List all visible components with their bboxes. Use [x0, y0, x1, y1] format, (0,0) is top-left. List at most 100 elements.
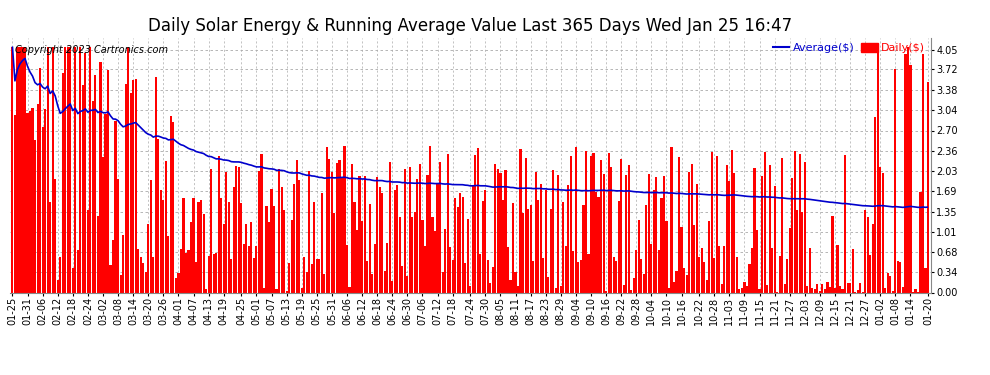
Bar	[804, 162, 806, 292]
Bar	[341, 177, 343, 292]
Bar	[572, 251, 574, 292]
Bar	[643, 274, 644, 292]
Bar	[570, 156, 572, 292]
Bar	[205, 290, 207, 292]
Bar	[241, 203, 243, 292]
Bar	[363, 176, 365, 292]
Bar	[701, 248, 703, 292]
Bar	[515, 272, 517, 292]
Bar	[308, 171, 310, 292]
Bar	[348, 287, 350, 292]
Bar	[42, 128, 44, 292]
Bar	[456, 207, 458, 292]
Bar	[344, 146, 346, 292]
Bar	[552, 170, 554, 292]
Bar	[140, 256, 142, 292]
Bar	[620, 159, 623, 292]
Bar	[197, 202, 200, 292]
Bar	[331, 172, 333, 292]
Bar	[120, 275, 122, 292]
Bar	[799, 154, 801, 292]
Bar	[389, 162, 391, 292]
Bar	[157, 138, 159, 292]
Bar	[756, 230, 758, 292]
Bar	[187, 251, 189, 292]
Bar	[532, 261, 535, 292]
Bar	[248, 246, 249, 292]
Bar	[283, 210, 285, 292]
Bar	[316, 259, 318, 292]
Bar	[675, 271, 677, 292]
Bar	[50, 202, 51, 292]
Bar	[535, 171, 537, 292]
Bar	[51, 46, 53, 292]
Bar	[376, 177, 378, 292]
Bar	[411, 217, 414, 292]
Bar	[102, 157, 104, 292]
Bar	[660, 198, 662, 292]
Bar	[92, 101, 94, 292]
Bar	[718, 246, 721, 292]
Bar	[842, 288, 843, 292]
Bar	[386, 243, 388, 292]
Bar	[758, 289, 760, 292]
Bar	[748, 264, 750, 292]
Bar	[164, 161, 167, 292]
Bar	[44, 109, 47, 292]
Bar	[466, 219, 469, 292]
Bar	[849, 283, 851, 292]
Bar	[753, 168, 755, 292]
Bar	[288, 263, 290, 292]
Bar	[29, 111, 31, 292]
Bar	[69, 46, 71, 292]
Bar	[404, 170, 406, 292]
Bar	[401, 266, 403, 292]
Bar	[329, 159, 331, 292]
Bar	[665, 221, 667, 292]
Bar	[192, 198, 195, 292]
Bar	[530, 205, 532, 292]
Bar	[190, 222, 192, 292]
Bar	[409, 166, 411, 292]
Bar	[791, 178, 793, 292]
Bar	[781, 158, 783, 292]
Bar	[11, 46, 14, 292]
Bar	[547, 278, 549, 292]
Bar	[706, 280, 708, 292]
Bar	[507, 248, 509, 292]
Bar	[721, 284, 723, 292]
Bar	[27, 112, 29, 292]
Bar	[94, 75, 96, 292]
Bar	[66, 46, 69, 292]
Bar	[698, 257, 700, 292]
Bar	[200, 200, 202, 292]
Bar	[132, 80, 135, 292]
Bar	[406, 276, 409, 292]
Bar	[223, 224, 225, 292]
Bar	[434, 231, 437, 292]
Bar	[321, 193, 323, 292]
Bar	[19, 46, 21, 292]
Bar	[446, 154, 448, 292]
Bar	[34, 140, 36, 292]
Bar	[814, 289, 816, 292]
Bar	[293, 184, 295, 292]
Bar	[296, 160, 298, 292]
Bar	[484, 190, 486, 292]
Bar	[713, 258, 716, 292]
Text: Copyright 2023 Cartronics.com: Copyright 2023 Cartronics.com	[15, 45, 167, 55]
Bar	[613, 257, 615, 292]
Bar	[655, 177, 657, 292]
Bar	[236, 166, 238, 292]
Bar	[879, 166, 881, 292]
Bar	[866, 217, 869, 292]
Bar	[595, 192, 597, 292]
Bar	[618, 201, 620, 292]
Bar	[786, 259, 788, 292]
Bar	[489, 283, 491, 292]
Bar	[663, 176, 665, 292]
Bar	[638, 220, 640, 292]
Bar	[922, 54, 924, 292]
Bar	[817, 284, 819, 292]
Bar	[582, 205, 584, 292]
